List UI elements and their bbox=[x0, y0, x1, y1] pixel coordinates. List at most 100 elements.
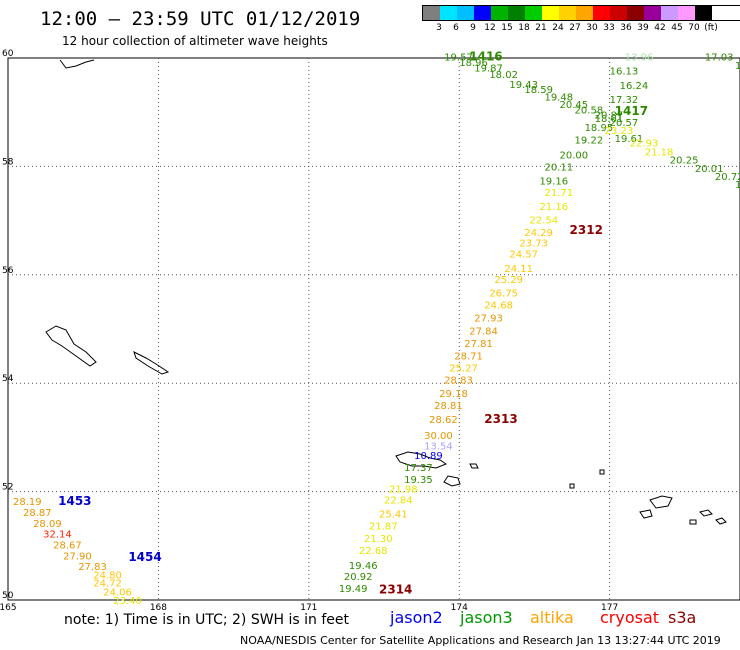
wave-height-value: 28.67 bbox=[53, 541, 82, 552]
wave-height-value: 19.61 bbox=[615, 134, 644, 145]
wave-height-value: 17.03 bbox=[705, 53, 734, 64]
legend-tick: 6 bbox=[453, 23, 459, 33]
wave-height-value: 18.59 bbox=[524, 85, 553, 96]
legend-tick: 45 bbox=[671, 23, 683, 33]
lon-label: 165 bbox=[0, 603, 17, 613]
lat-label: 60 bbox=[2, 49, 14, 59]
legend-swatch bbox=[474, 6, 491, 20]
wave-height-value: 26.75 bbox=[489, 288, 518, 299]
satellite-jason3: jason3 bbox=[460, 608, 513, 627]
lat-label: 52 bbox=[2, 483, 13, 493]
pass-time-label: 1416 bbox=[469, 50, 502, 64]
coast-kiska-a bbox=[649, 495, 673, 509]
wave-height-value: 19.43 bbox=[509, 80, 538, 91]
wave-height-value: 20.01 bbox=[695, 164, 724, 175]
wave-height-value: 28.19 bbox=[13, 497, 42, 508]
legend-swatch bbox=[678, 6, 695, 20]
wave-height-value: 24.80 bbox=[93, 570, 122, 581]
wave-height-value: 20.57 bbox=[610, 118, 639, 129]
wave-height-value: 10.89 bbox=[414, 451, 443, 462]
wave-height-value: 24.11 bbox=[504, 264, 533, 275]
footnote: note: 1) Time is in UTC; 2) SWH is in fe… bbox=[64, 612, 350, 628]
legend-tick: 36 bbox=[620, 23, 632, 33]
coast-kiska-b bbox=[639, 509, 653, 519]
wave-height-value: 24.29 bbox=[524, 228, 553, 239]
wave-height-value: 20.45 bbox=[560, 100, 589, 111]
legend-tick: 21 bbox=[535, 23, 547, 33]
legend-tick: 18 bbox=[518, 23, 530, 33]
legend-swatch bbox=[457, 6, 474, 20]
legend-swatches bbox=[422, 5, 740, 21]
wave-height-value: 21.16 bbox=[539, 202, 568, 213]
wave-height-value: 23.40 bbox=[113, 596, 142, 607]
wave-height-value: 21.98 bbox=[389, 485, 418, 496]
wave-height-value: 24.06 bbox=[103, 588, 132, 599]
wave-height-value: 16.24 bbox=[620, 81, 649, 92]
lat-label: 50 bbox=[2, 591, 14, 601]
legend-tick: 30 bbox=[586, 23, 598, 33]
wave-height-value: 19.35 bbox=[404, 475, 433, 486]
wave-height-value: 13.96 bbox=[625, 53, 654, 64]
legend-swatch bbox=[593, 6, 610, 20]
wave-height-value: 19.9 bbox=[735, 180, 740, 191]
wave-height-value: 23.73 bbox=[519, 239, 548, 250]
coast-islet-b bbox=[133, 351, 170, 375]
legend-swatch bbox=[525, 6, 542, 20]
wave-height-value: 18.61 bbox=[595, 114, 624, 125]
wave-height-value: 27.84 bbox=[469, 326, 498, 337]
satellite-jason2: jason2 bbox=[390, 608, 443, 627]
coast-rat-c bbox=[689, 519, 697, 525]
wave-height-value: 18.96 bbox=[459, 58, 488, 69]
pass-time-label: 1417 bbox=[615, 104, 648, 118]
legend-swatch bbox=[508, 6, 525, 20]
legend-swatch bbox=[423, 6, 440, 20]
wave-height-value: 19.22 bbox=[575, 136, 604, 147]
coast-islet-c bbox=[569, 483, 575, 489]
legend-tick: 70 bbox=[688, 23, 700, 33]
lon-label: 174 bbox=[451, 603, 468, 613]
wave-height-value: 18.95 bbox=[585, 123, 614, 134]
wave-height-value: 23.23 bbox=[605, 126, 634, 137]
legend-swatch bbox=[440, 6, 457, 20]
wave-height-value: 30.00 bbox=[424, 431, 453, 442]
wave-height-value: 17.37 bbox=[404, 463, 433, 474]
wave-height-value: 21.18 bbox=[645, 148, 674, 159]
satellite-cryosat: cryosat bbox=[600, 608, 660, 627]
coast-attu bbox=[395, 451, 448, 469]
pass-time-label: 2312 bbox=[570, 223, 603, 237]
wave-height-value: 28.62 bbox=[429, 415, 458, 426]
lon-label: 171 bbox=[300, 603, 317, 613]
wave-height-value: 24.68 bbox=[484, 300, 513, 311]
legend-tick: 33 bbox=[603, 23, 615, 33]
lat-label: 58 bbox=[2, 157, 14, 167]
legend-swatch bbox=[491, 6, 508, 20]
wave-height-value: 22.84 bbox=[384, 496, 413, 507]
pass-time-label: 1454 bbox=[128, 550, 161, 564]
coast-agattu bbox=[443, 475, 461, 487]
wave-height-value: 27.90 bbox=[63, 551, 92, 562]
wave-height-value: 29.18 bbox=[439, 389, 468, 400]
legend-ticks: 3 6 9 12 15 18 21 24 27 30 33 36 39 42 45 70 (ft) bbox=[422, 21, 740, 35]
wave-height-value: 21.87 bbox=[369, 522, 398, 533]
legend-swatch bbox=[644, 6, 661, 20]
legend-swatch bbox=[576, 6, 593, 20]
wave-height-value: 20.25 bbox=[670, 156, 699, 167]
legend-swatch bbox=[627, 6, 644, 20]
wave-height-value: 24.57 bbox=[509, 249, 538, 260]
wave-height-value: 19.46 bbox=[349, 561, 378, 572]
legend-tick: (ft) bbox=[704, 23, 718, 33]
wave-height-value: 19.87 bbox=[474, 64, 503, 75]
legend-swatch bbox=[661, 6, 678, 20]
pass-time-label: 1453 bbox=[58, 494, 91, 508]
wave-height-value: 22.54 bbox=[529, 215, 558, 226]
wave-height-value: 28.87 bbox=[23, 508, 52, 519]
lon-label: 177 bbox=[601, 603, 618, 613]
legend-swatch bbox=[695, 6, 712, 20]
pass-time-label: 2313 bbox=[484, 412, 517, 426]
coast-bering-north bbox=[59, 59, 95, 69]
wave-height-value: 20.72 bbox=[715, 172, 740, 183]
wave-height-value: 25.41 bbox=[379, 510, 408, 521]
legend-tick: 24 bbox=[552, 23, 564, 33]
legend-tick: 15 bbox=[501, 23, 513, 33]
